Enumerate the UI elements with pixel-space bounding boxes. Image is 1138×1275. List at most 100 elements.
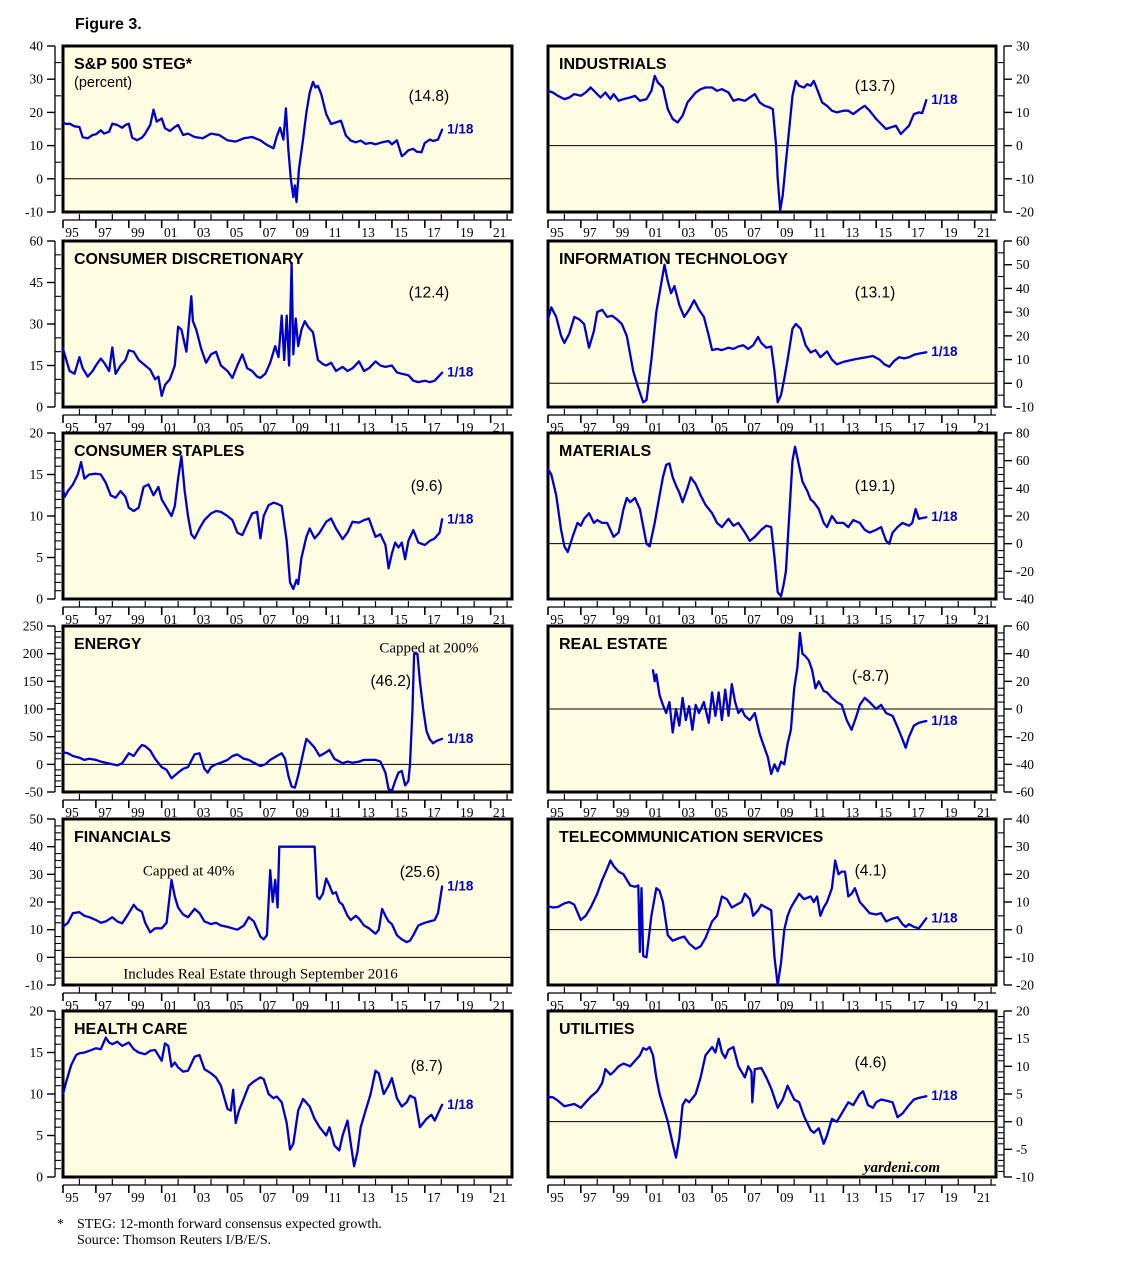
panel-title: S&P 500 STEG* (74, 56, 193, 73)
panel-title: INDUSTRIALS (559, 56, 667, 73)
x-tick-label: 97 (98, 1190, 112, 1205)
x-tick-label: 13 (846, 1190, 860, 1205)
x-tick-label: 07 (747, 225, 761, 240)
x-tick-label: 03 (682, 1190, 696, 1205)
annotation-value: (4.1) (855, 862, 887, 879)
series-line (546, 74, 928, 212)
x-tick-label: 17 (427, 612, 441, 627)
y-tick-label: 200 (23, 646, 44, 661)
annotation-value: (14.8) (409, 88, 450, 105)
y-tick-label: -10 (25, 978, 43, 993)
x-tick-label: 03 (682, 998, 696, 1013)
y-tick-label: -10 (1016, 171, 1034, 186)
x-tick-label: 05 (714, 225, 728, 240)
y-axis-left: 40 30 20 10 0 -10 (25, 39, 61, 220)
x-tick-label: 99 (616, 612, 630, 627)
x-tick-label: 13 (846, 612, 860, 627)
series-line (546, 1037, 928, 1159)
x-tick-label: 07 (263, 1190, 277, 1205)
x-tick-label: 15 (394, 225, 408, 240)
latest-value-label: 1/18 (447, 731, 474, 746)
panel-title: TELECOMMUNICATION SERVICES (559, 829, 824, 846)
x-tick-label: 03 (197, 420, 211, 435)
annotation-value: (9.6) (411, 478, 443, 495)
x-tick-label: 99 (616, 805, 630, 820)
y-tick-label: 30 (1016, 839, 1030, 854)
x-tick-label: 97 (583, 1190, 597, 1205)
x-tick-label: 09 (296, 805, 310, 820)
series-line (546, 445, 928, 598)
x-tick-label: 21 (493, 998, 507, 1013)
x-tick-label: 07 (263, 998, 277, 1013)
x-tick-label: 07 (747, 805, 761, 820)
x-tick-label: 01 (649, 612, 663, 627)
y-axis-right: 20 15 10 5 0 -5 -10 (998, 1004, 1034, 1185)
panel-materials: 80 60 40 20 0 -20 -40 95 97 99 01 03 05 07 09 11 13 15 17 1… (546, 426, 1034, 627)
x-tick-label: 07 (747, 1190, 761, 1205)
x-tick-label: 99 (131, 805, 145, 820)
panel-frame (546, 1009, 998, 1179)
x-tick-label: 99 (616, 1190, 630, 1205)
y-tick-label: 0 (1016, 536, 1023, 551)
panel-telecommunication-services: 40 30 20 10 0 -10 -20 95 97 99 01 03 05 07 09 11 13 15 17 1… (546, 812, 1034, 1013)
y-axis-right: 30 20 10 0 -10 -20 (998, 39, 1034, 220)
x-tick-label: 19 (460, 612, 474, 627)
x-tick-label: 15 (878, 998, 892, 1013)
y-tick-label: 10 (30, 1087, 44, 1102)
y-tick-label: 20 (1016, 328, 1030, 343)
panel-title: INFORMATION TECHNOLOGY (559, 251, 788, 268)
latest-value-label: 1/18 (931, 92, 958, 107)
x-tick-label: 95 (550, 805, 564, 820)
y-tick-label: 10 (1016, 105, 1030, 120)
x-tick-label: 17 (427, 1190, 441, 1205)
y-tick-label: -20 (1016, 729, 1034, 744)
x-tick-label: 15 (394, 420, 408, 435)
annotation-value: (-8.7) (852, 668, 889, 685)
x-tick-label: 03 (682, 805, 696, 820)
panel-note: Capped at 40% (143, 863, 235, 879)
y-tick-label: 60 (1016, 234, 1030, 249)
x-tick-label: 95 (550, 612, 564, 627)
x-tick-label: 95 (65, 225, 79, 240)
x-tick-label: 11 (329, 225, 342, 240)
panel-consumer-discretionary: 60 45 30 15 0 95 97 99 01 03 05 07 09 11 13 15 17 19 21 CON… (30, 234, 514, 435)
series-line (61, 80, 444, 204)
x-tick-label: 01 (649, 1190, 663, 1205)
footnote-line-2: Source: Thomson Reuters I/B/E/S. (77, 1233, 272, 1249)
x-tick-label: 15 (878, 1190, 892, 1205)
y-tick-label: 50 (30, 729, 44, 744)
x-tick-label: 99 (131, 612, 145, 627)
x-tick-label: 09 (296, 612, 310, 627)
panel-title: HEALTH CARE (74, 1021, 188, 1038)
panel-energy: 250 200 150 100 50 0 -50 95 97 99 01 03 05 07 09 11 13 15… (23, 619, 514, 820)
x-tick-label: 19 (944, 805, 958, 820)
x-tick-label: 03 (197, 225, 211, 240)
y-tick-label: 0 (1016, 702, 1023, 717)
x-tick-label: 21 (493, 805, 507, 820)
panel-industrials: 30 20 10 0 -10 -20 95 97 99 01 03 05 07 09 11 13 15 17 19 2… (546, 39, 1034, 240)
series-line (61, 455, 444, 591)
annotation-value: (19.1) (855, 478, 896, 495)
panel-frame (61, 1009, 514, 1179)
x-tick-label: 95 (550, 225, 564, 240)
x-tick-label: 97 (583, 225, 597, 240)
y-tick-label: 10 (1016, 352, 1030, 367)
y-tick-label: 15 (30, 358, 44, 373)
y-tick-label: 50 (30, 812, 44, 827)
x-tick-label: 05 (230, 420, 244, 435)
x-tick-label: 95 (65, 612, 79, 627)
y-axis-right: 40 30 20 10 0 -10 -20 (998, 812, 1034, 993)
x-tick-label: 11 (813, 225, 826, 240)
panel-financials: 50 40 30 20 10 0 -10 95 97 99 01 03 05 07 09 11 13 15 17 19… (25, 812, 514, 1013)
x-tick-label: 03 (682, 612, 696, 627)
footnote-asterisk: * (57, 1217, 64, 1232)
y-tick-label: 40 (30, 39, 44, 54)
x-tick-label: 97 (583, 998, 597, 1013)
panel-note: Includes Real Estate through September 2… (123, 966, 398, 982)
series-line (651, 631, 928, 776)
x-tick-label: 21 (493, 420, 507, 435)
x-tick-label: 01 (164, 225, 178, 240)
x-tick-label: 97 (98, 225, 112, 240)
x-tick-label: 11 (813, 998, 826, 1013)
y-tick-label: 30 (1016, 305, 1030, 320)
